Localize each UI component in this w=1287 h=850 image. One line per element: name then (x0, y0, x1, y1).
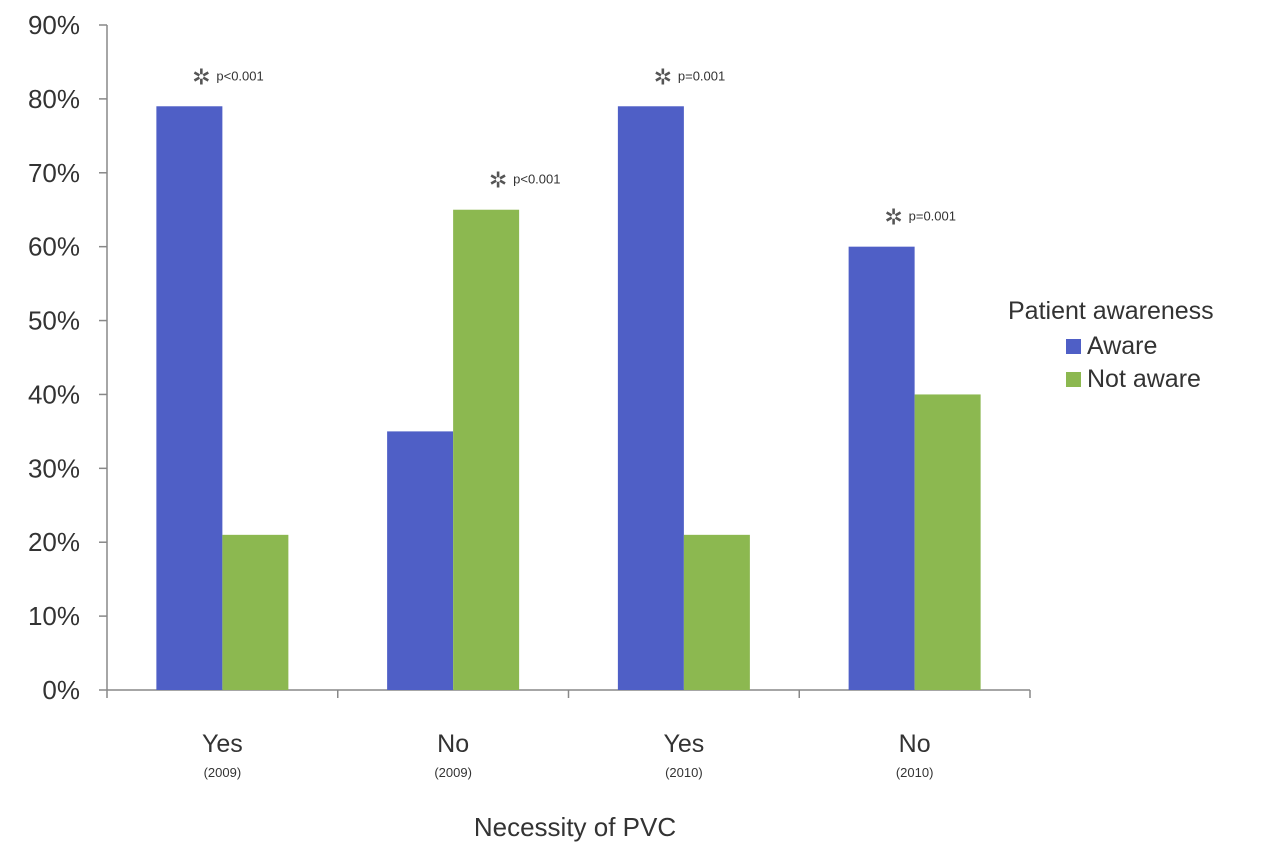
y-tick-label: 90% (28, 10, 80, 40)
x-axis (106, 689, 1031, 698)
y-tick-label: 30% (28, 453, 80, 483)
p-value-label: p=0.001 (678, 68, 725, 83)
legend-label-aware: Aware (1087, 332, 1158, 360)
bar-not-aware (683, 534, 750, 690)
x-tick-label: No (899, 730, 931, 758)
bar-not-aware (453, 209, 520, 690)
legend-item-not-aware: Not aware (1066, 365, 1214, 394)
significance-marker: ✲ (489, 168, 507, 193)
x-tick-labels: Yes (2009) No (2009) Yes (2010) No (2010) (202, 730, 933, 780)
significance-annotations: ✲ p<0.001 ✲ p<0.001 ✲ p=0.001 ✲ p=0.001 (192, 64, 956, 229)
bar-aware (848, 246, 915, 690)
y-axis: 0% 10% 20% 30% 40% 50% 60% 70% 80% 90% (28, 10, 108, 705)
bar-aware (387, 431, 454, 690)
significance-marker: ✲ (884, 205, 902, 230)
bar-aware (156, 106, 223, 691)
y-tick-label: 40% (28, 379, 80, 409)
bars (156, 106, 981, 691)
x-tick-sublabel: (2010) (896, 765, 934, 780)
y-tick-label: 70% (28, 158, 80, 188)
y-tick-label: 60% (28, 232, 80, 262)
x-tick-sublabel: (2009) (434, 765, 472, 780)
significance-marker: ✲ (192, 64, 210, 89)
significance-marker: ✲ (654, 64, 672, 89)
legend-label-not-aware: Not aware (1087, 365, 1201, 393)
legend: Patient awareness Aware Not aware (1008, 297, 1214, 394)
legend-title: Patient awareness (1008, 297, 1214, 325)
y-tick-label: 50% (28, 306, 80, 336)
x-tick-label: No (437, 730, 469, 758)
y-tick-label: 20% (28, 527, 80, 557)
y-tick-label: 80% (28, 84, 80, 114)
p-value-label: p<0.001 (216, 68, 263, 83)
y-tick-label: 10% (28, 601, 80, 631)
bar-not-aware (914, 394, 981, 690)
p-value-label: p=0.001 (909, 209, 956, 224)
y-tick-label: 0% (42, 675, 80, 705)
x-tick-label: Yes (663, 730, 704, 758)
x-tick-label: Yes (202, 730, 243, 758)
bar-not-aware (222, 534, 289, 690)
x-tick-sublabel: (2010) (665, 765, 703, 780)
legend-item-aware: Aware (1066, 332, 1214, 361)
x-tick-sublabel: (2009) (204, 765, 242, 780)
legend-swatch-aware (1066, 339, 1081, 354)
legend-swatch-not-aware (1066, 372, 1081, 387)
p-value-label: p<0.001 (513, 172, 560, 187)
x-axis-title: Necessity of PVC (473, 812, 677, 842)
bar-aware (617, 106, 684, 691)
